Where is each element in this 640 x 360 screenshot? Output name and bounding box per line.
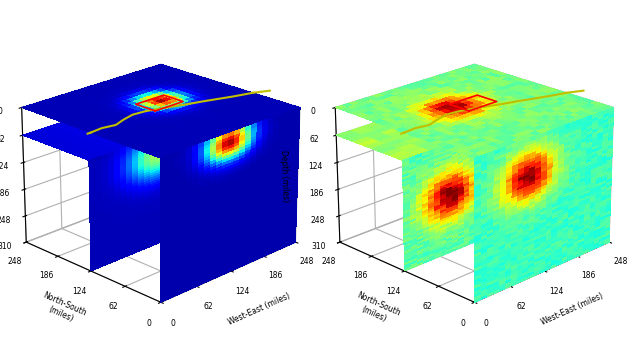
Y-axis label: North-South
(miles): North-South (miles) xyxy=(38,291,88,328)
X-axis label: West-East (miles): West-East (miles) xyxy=(540,292,605,327)
X-axis label: West-East (miles): West-East (miles) xyxy=(227,292,291,327)
Y-axis label: North-South
(miles): North-South (miles) xyxy=(351,291,401,328)
